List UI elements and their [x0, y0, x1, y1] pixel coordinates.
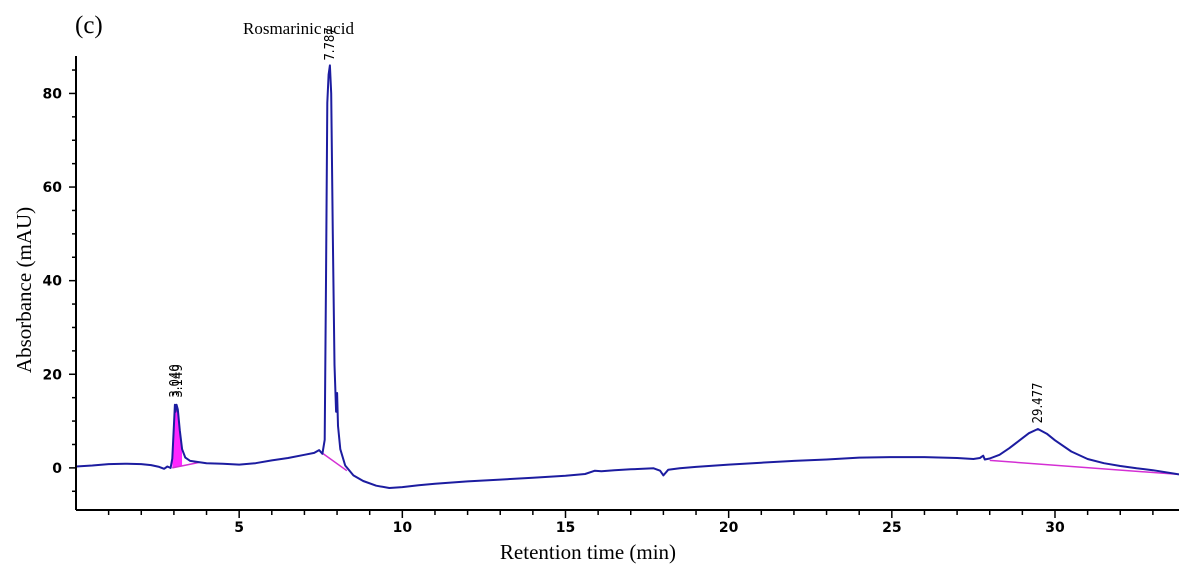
x-tick-label: 10	[393, 520, 413, 536]
integration-baseline	[989, 459, 1179, 476]
integration-baseline	[320, 451, 348, 472]
y-axis-title: Absorbance (mAU)	[12, 207, 36, 373]
peak-label: 7.787	[323, 27, 338, 60]
integration-baseline	[172, 461, 201, 469]
chromatogram-trace	[75, 64, 1179, 489]
peak-label: 3.040	[168, 364, 183, 397]
y-tick-label: 20	[43, 367, 63, 383]
panel-label: (c)	[75, 12, 103, 39]
x-tick-label: 20	[719, 520, 739, 536]
x-tick-label: 30	[1045, 520, 1065, 536]
y-tick-label: 0	[52, 461, 62, 477]
peak-annotation: Rosmarinic acid	[243, 19, 354, 38]
y-tick-label: 60	[43, 180, 63, 196]
y-ticks: 0 20 40 60 80	[43, 69, 76, 493]
y-tick-label: 80	[43, 86, 63, 102]
y-tick-label: 40	[43, 274, 63, 290]
x-tick-label: 5	[234, 520, 244, 536]
x-tick-label: 25	[882, 520, 901, 536]
peak-label: 3.149	[171, 364, 186, 397]
integration-baselines	[172, 451, 1179, 476]
x-ticks: 5 10 15 20 25 30	[107, 510, 1154, 536]
x-tick-label: 15	[556, 520, 575, 536]
x-axis-title: Retention time (min)	[500, 540, 676, 564]
peak-label: 29.477	[1031, 382, 1046, 423]
